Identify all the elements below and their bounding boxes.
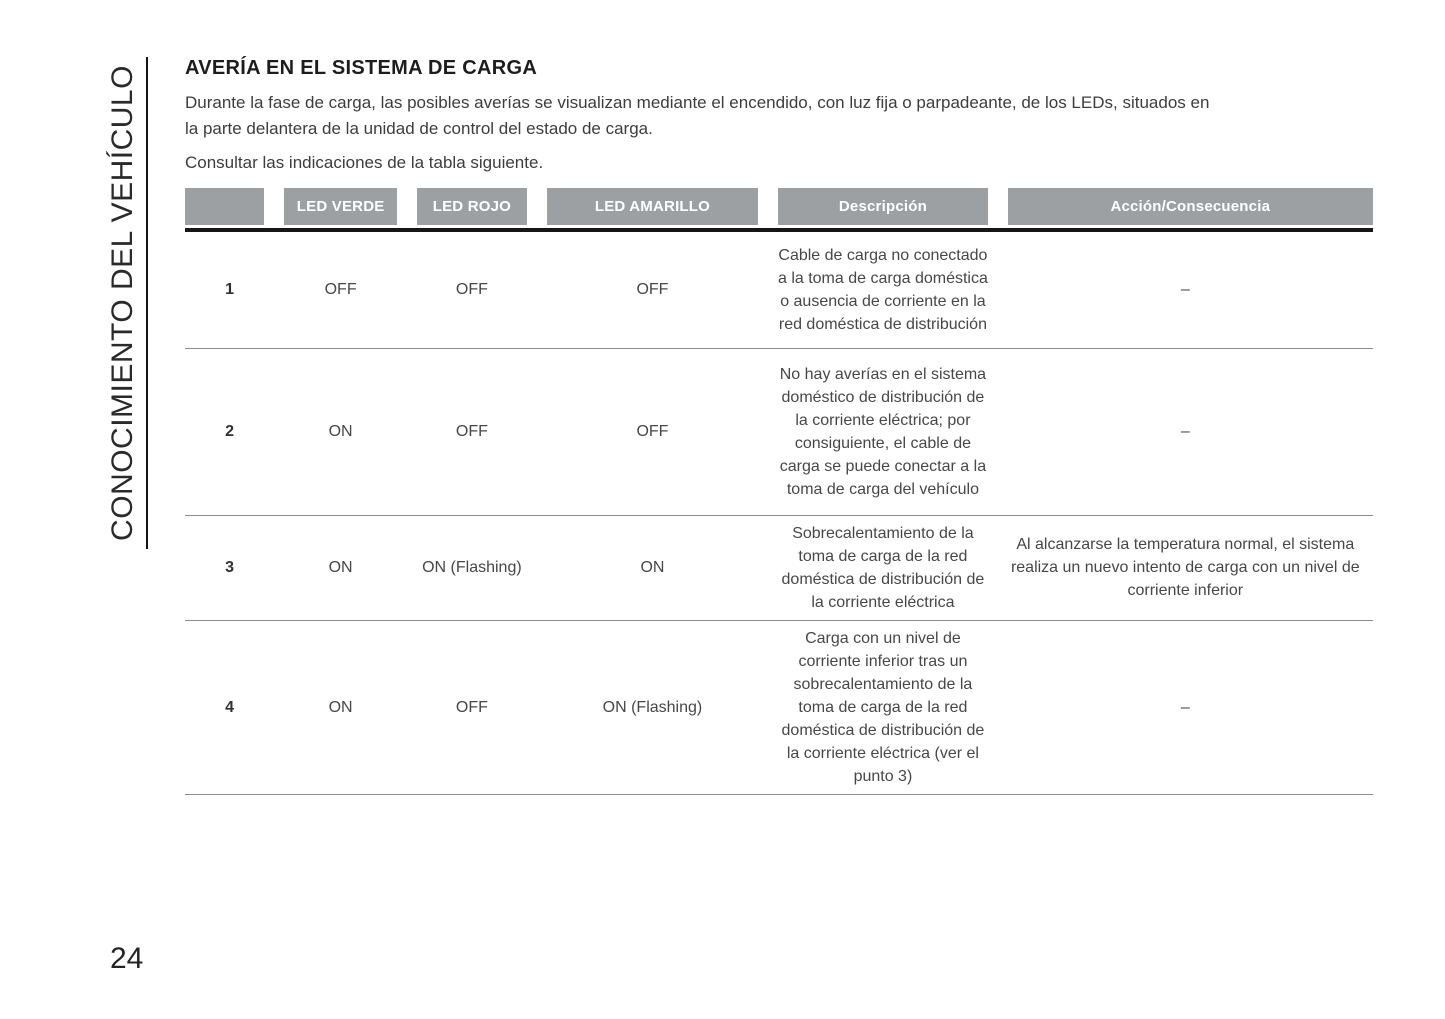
cell-accion: – [997,348,1373,516]
cell-led-verde: ON [274,515,408,621]
cell-led-amarillo: ON (Flashing) [536,620,769,795]
header-cell-led-verde: LED VERDE [274,188,408,232]
sidebar-divider-rule [146,57,148,549]
header-cell-accion: Acción/Consecuencia [997,188,1373,232]
header-cell-descripcion: Descripción [768,188,998,232]
cell-row-number: 2 [185,348,275,516]
table-body: 1 OFF OFF OFF Cable de carga no conectad… [185,230,1373,795]
cell-row-number: 4 [185,620,275,795]
note-paragraph: Consultar las indicaciones de la tabla s… [185,153,544,172]
cell-accion: – [997,620,1373,795]
cell-led-verde: ON [274,620,408,795]
table-row: 1 OFF OFF OFF Cable de carga no conectad… [185,230,1373,349]
page-content: AVERÍA EN EL SISTEMA DE CARGA Durante la… [185,57,1373,795]
header-label-accion: Acción/Consecuencia [1007,188,1373,225]
intro-line-1: Durante la fase de carga, las posibles a… [185,93,1210,112]
cell-row-number: 1 [185,230,275,349]
table-header: LED VERDE LED ROJO LED AMARILLO Descripc… [185,188,1373,232]
header-label-descripcion: Descripción [778,188,988,225]
table-row: 2 ON OFF OFF No hay averías en el sistem… [185,348,1373,516]
header-cell-led-rojo: LED ROJO [407,188,537,232]
cell-descripcion: Carga con un nivel de corriente inferior… [768,620,998,795]
header-cell-led-amarillo: LED AMARILLO [536,188,769,232]
cell-accion: Al alcanzarse la temperatura normal, el … [997,515,1373,621]
cell-descripcion: Sobrecalentamiento de la toma de carga d… [768,515,998,621]
header-label-index [185,188,265,225]
led-fault-table: LED VERDE LED ROJO LED AMARILLO Descripc… [185,188,1373,795]
cell-descripcion: No hay averías en el sistema doméstico d… [768,348,998,516]
header-label-led-verde: LED VERDE [284,188,398,225]
intro-line-2: la parte delantera de la unidad de contr… [185,119,653,138]
section-title: AVERÍA EN EL SISTEMA DE CARGA [185,57,538,79]
cell-descripcion: Cable de carga no conectado a la toma de… [768,230,998,349]
cell-row-number: 3 [185,515,275,621]
table-row: 4 ON OFF ON (Flashing) Carga con un nive… [185,620,1373,795]
cell-led-rojo: OFF [407,230,537,349]
cell-led-amarillo: ON [536,515,769,621]
cell-led-amarillo: OFF [536,230,769,349]
header-label-led-amarillo: LED AMARILLO [546,188,759,225]
intro-paragraph: Durante la fase de carga, las posibles a… [185,90,1373,142]
header-cell-index [185,188,275,232]
cell-accion: – [997,230,1373,349]
sidebar-chapter-label: CONOCIMIENTO DEL VEHÍCULO [106,65,139,541]
cell-led-rojo: ON (Flashing) [407,515,537,621]
cell-led-verde: ON [274,348,408,516]
cell-led-amarillo: OFF [536,348,769,516]
cell-led-rojo: OFF [407,620,537,795]
table-row: 3 ON ON (Flashing) ON Sobrecalentamiento… [185,515,1373,621]
cell-led-verde: OFF [274,230,408,349]
header-label-led-rojo: LED ROJO [417,188,527,225]
cell-led-rojo: OFF [407,348,537,516]
page-number: 24 [110,942,144,975]
